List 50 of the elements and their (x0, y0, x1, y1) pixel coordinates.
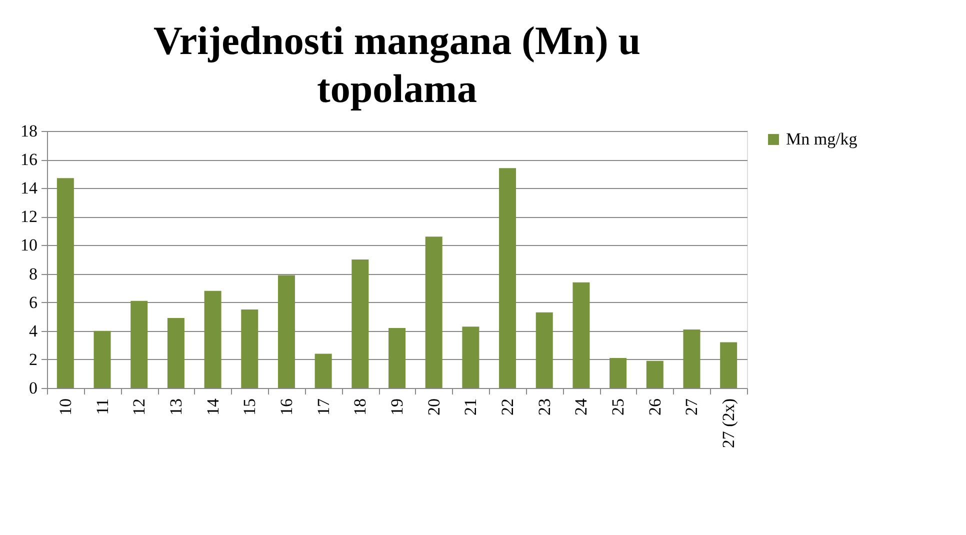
y-tick-label: 8 (29, 264, 38, 284)
bar (388, 328, 406, 388)
bar (610, 358, 627, 388)
y-tick-label: 18 (20, 122, 38, 140)
bar (683, 329, 700, 388)
x-tick-label: 12 (130, 398, 149, 416)
y-tick-label: 0 (29, 378, 38, 398)
x-tick-label: 17 (314, 398, 333, 416)
bar (572, 282, 590, 388)
x-tick-label: 24 (572, 398, 591, 416)
chart-title: Vrijednosti mangana (Mn) u topolama (153, 18, 641, 111)
y-tick-label: 6 (29, 292, 38, 312)
x-tick-label: 22 (498, 398, 518, 416)
bar (499, 168, 516, 388)
x-tick-label: 19 (388, 398, 406, 416)
bar (167, 318, 184, 388)
bar (204, 290, 222, 388)
bar (241, 309, 258, 388)
x-tick-label: 20 (424, 398, 444, 416)
y-tick-label: 2 (29, 350, 38, 369)
bar (130, 300, 148, 388)
x-tick-label: 14 (203, 398, 222, 416)
legend-label: Mn mg/kg (786, 130, 858, 148)
x-tick-label: 25 (608, 398, 628, 416)
y-tick-label: 14 (20, 178, 38, 198)
y-tick-label: 16 (20, 150, 38, 170)
bar (720, 342, 738, 388)
x-tick-label: 10 (56, 398, 75, 416)
bar (352, 260, 369, 388)
x-tick-label: 23 (534, 398, 554, 416)
x-tick-label: 13 (166, 398, 186, 416)
bar (536, 312, 553, 388)
x-tick-label: 27 (2x) (719, 398, 738, 448)
y-tick-label: 12 (20, 207, 38, 226)
bar (314, 354, 332, 388)
bar (425, 236, 442, 388)
x-tick-label: 21 (461, 398, 480, 416)
bar (278, 275, 295, 388)
x-tick-label: 26 (645, 398, 664, 416)
bar (94, 330, 111, 388)
x-tick-label: 16 (276, 398, 296, 416)
y-tick-label: 10 (20, 236, 38, 255)
x-tick-label: 15 (240, 398, 260, 416)
x-tick-label: 11 (92, 398, 112, 415)
y-tick-label: 4 (29, 321, 38, 340)
bar (462, 326, 480, 388)
bar (56, 178, 74, 388)
bar (646, 360, 664, 388)
x-tick-label: 18 (350, 398, 370, 416)
x-tick-label: 27 (682, 398, 702, 416)
